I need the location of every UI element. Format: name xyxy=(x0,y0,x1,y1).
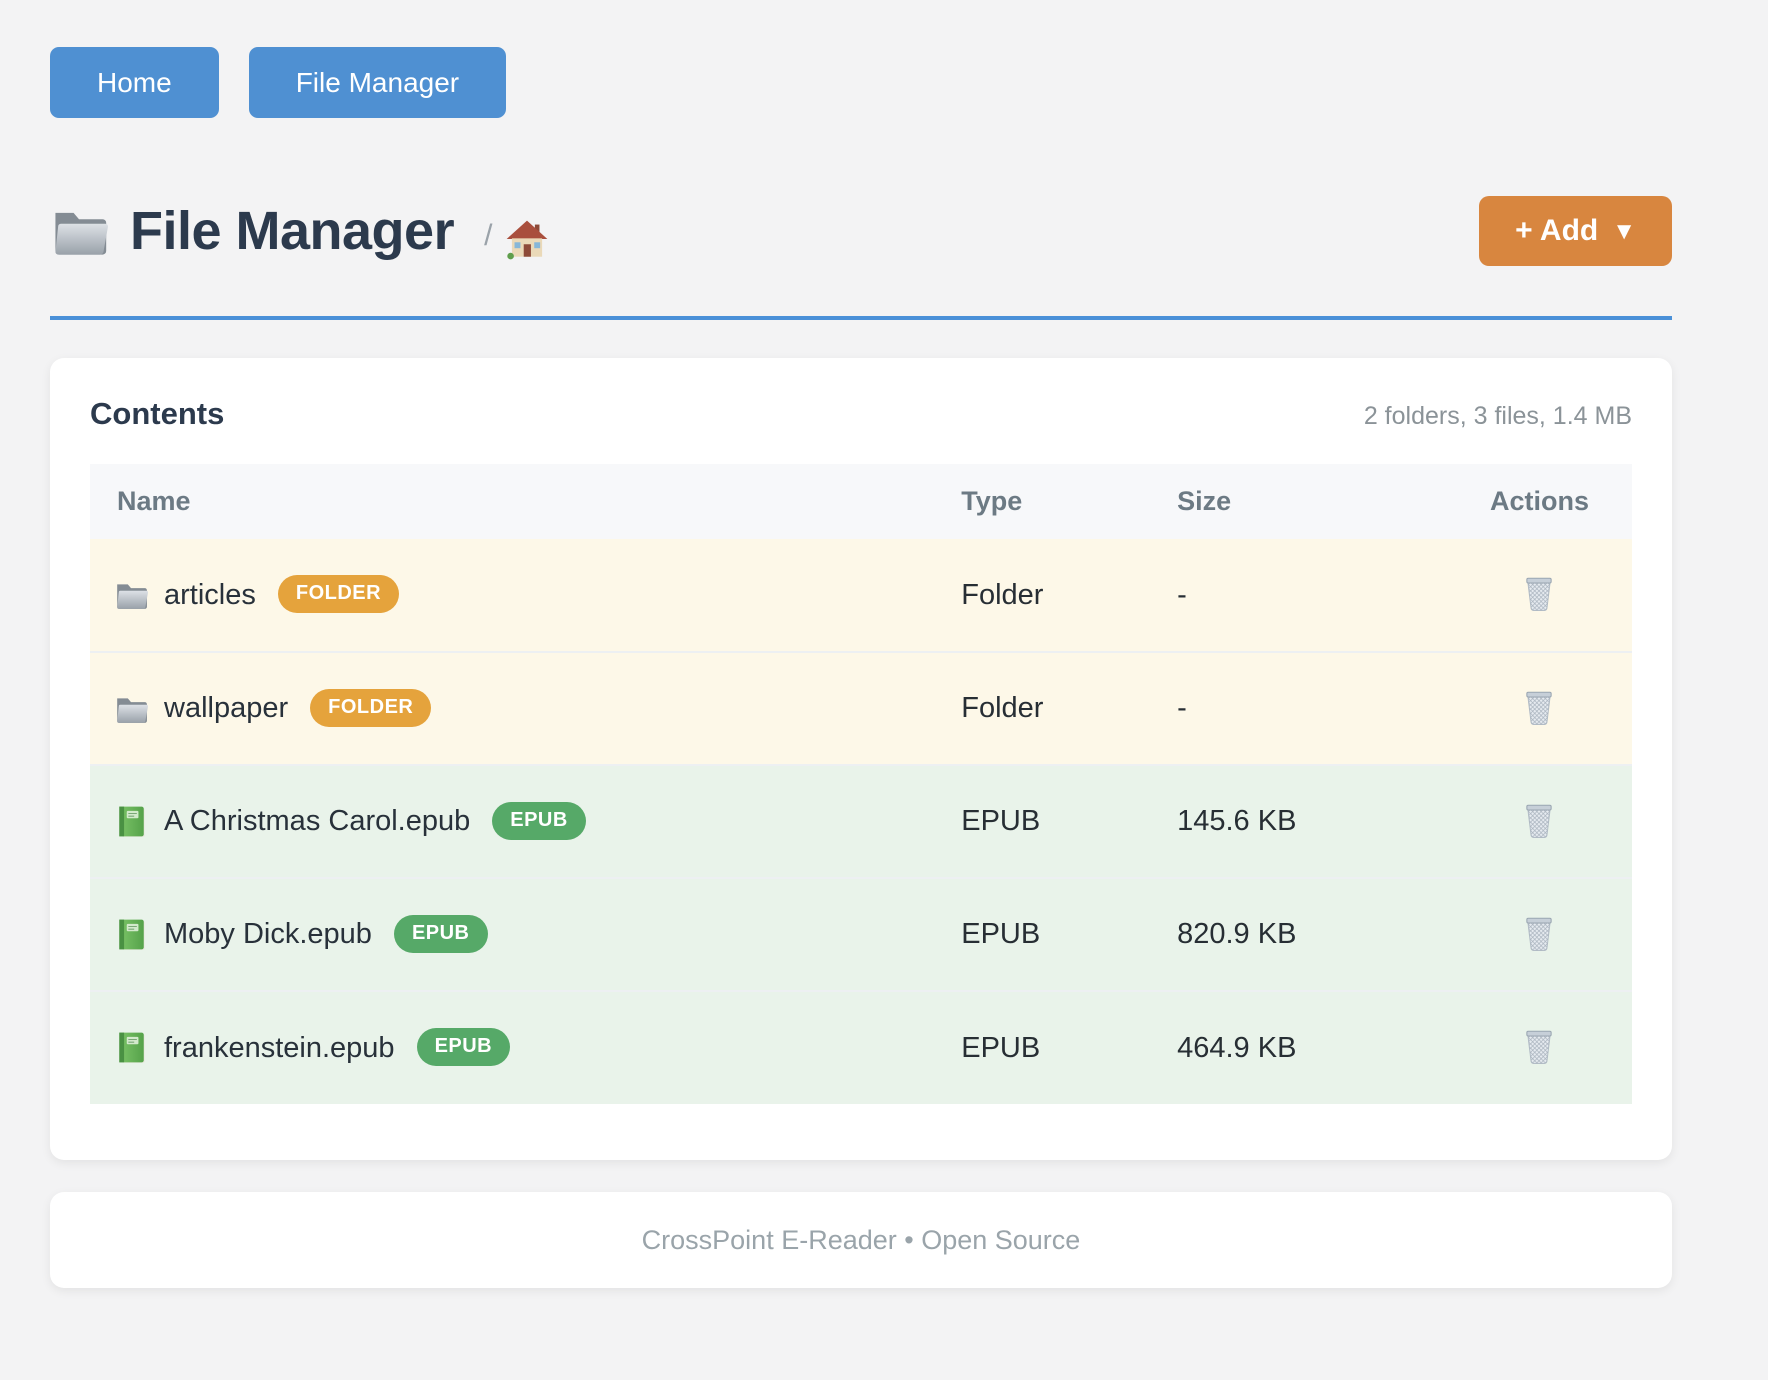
type-badge: EPUB xyxy=(492,801,586,840)
table-row: frankenstein.epub EPUB EPUB 464.9 KB xyxy=(90,991,1632,1104)
column-header-name: Name xyxy=(117,486,191,516)
folder-icon xyxy=(114,692,148,726)
file-manager-button[interactable]: File Manager xyxy=(248,47,507,118)
book-icon xyxy=(114,1031,148,1065)
add-button[interactable]: + Add ▼ xyxy=(1479,196,1672,266)
file-table: Name Type Size Actions articles FOLDER F… xyxy=(90,464,1632,1104)
home-button[interactable]: Home xyxy=(50,47,219,118)
file-manager-page: Home File Manager File Manager / + Add ▼… xyxy=(50,0,1672,1288)
trash-icon xyxy=(1522,574,1556,612)
type-badge: FOLDER xyxy=(310,688,432,727)
file-name-link[interactable]: A Christmas Carol.epub xyxy=(164,805,471,837)
size-cell: 820.9 KB xyxy=(1177,918,1297,950)
column-header-actions: Actions xyxy=(1489,486,1589,516)
type-cell: Folder xyxy=(961,578,1044,611)
file-name-link[interactable]: wallpaper xyxy=(164,692,289,724)
type-cell: Folder xyxy=(961,692,1044,724)
type-badge: EPUB xyxy=(393,914,488,953)
contents-summary: 2 folders, 3 files, 1.4 MB xyxy=(1363,402,1632,430)
table-row: Moby Dick.epub EPUB EPUB 820.9 KB xyxy=(90,878,1632,991)
column-header-type: Type xyxy=(961,486,1023,516)
table-row: wallpaper FOLDER Folder - xyxy=(90,652,1632,765)
contents-header: Contents 2 folders, 3 files, 1.4 MB xyxy=(90,396,1632,432)
size-cell: 464.9 KB xyxy=(1177,1031,1297,1064)
delete-button[interactable] xyxy=(1518,910,1560,956)
home-icon[interactable] xyxy=(506,210,548,252)
file-name-link[interactable]: articles xyxy=(164,578,256,611)
delete-button[interactable] xyxy=(1518,684,1560,730)
type-cell: EPUB xyxy=(961,918,1041,950)
add-button-label: + Add xyxy=(1515,214,1599,247)
breadcrumb-separator: / xyxy=(484,219,493,252)
delete-button[interactable] xyxy=(1518,797,1560,843)
footer: CrossPoint E-Reader • Open Source xyxy=(50,1192,1672,1288)
book-icon xyxy=(114,918,148,952)
top-nav: Home File Manager xyxy=(50,0,1672,118)
title-group: File Manager / xyxy=(50,200,548,262)
column-header-size: Size xyxy=(1177,486,1232,516)
file-name-link[interactable]: frankenstein.epub xyxy=(164,1031,395,1064)
size-cell: - xyxy=(1177,578,1187,611)
delete-button[interactable] xyxy=(1518,1023,1560,1069)
type-cell: EPUB xyxy=(961,805,1041,837)
file-name-link[interactable]: Moby Dick.epub xyxy=(164,918,372,950)
delete-button[interactable] xyxy=(1518,570,1560,616)
contents-card: Contents 2 folders, 3 files, 1.4 MB Name… xyxy=(50,358,1672,1160)
footer-text: CrossPoint E-Reader • Open Source xyxy=(641,1224,1081,1255)
trash-icon xyxy=(1522,914,1556,952)
size-cell: 145.6 KB xyxy=(1177,805,1297,837)
type-cell: EPUB xyxy=(961,1031,1041,1064)
trash-icon xyxy=(1522,1027,1556,1065)
type-badge: FOLDER xyxy=(277,575,400,613)
page-title: File Manager xyxy=(130,201,455,261)
table-header-row: Name Type Size Actions xyxy=(90,464,1632,539)
size-cell: - xyxy=(1177,692,1187,724)
page-header: File Manager / + Add ▼ xyxy=(50,196,1672,266)
folder-icon xyxy=(50,202,108,260)
contents-title: Contents xyxy=(90,396,225,431)
table-row: A Christmas Carol.epub EPUB EPUB 145.6 K… xyxy=(90,765,1632,878)
folder-icon xyxy=(114,578,148,612)
header-divider xyxy=(50,316,1672,320)
trash-icon xyxy=(1522,688,1556,726)
type-badge: EPUB xyxy=(416,1028,511,1066)
book-icon xyxy=(114,805,148,839)
table-row: articles FOLDER Folder - xyxy=(90,539,1632,652)
chevron-down-icon: ▼ xyxy=(1612,218,1636,245)
trash-icon xyxy=(1522,801,1556,839)
